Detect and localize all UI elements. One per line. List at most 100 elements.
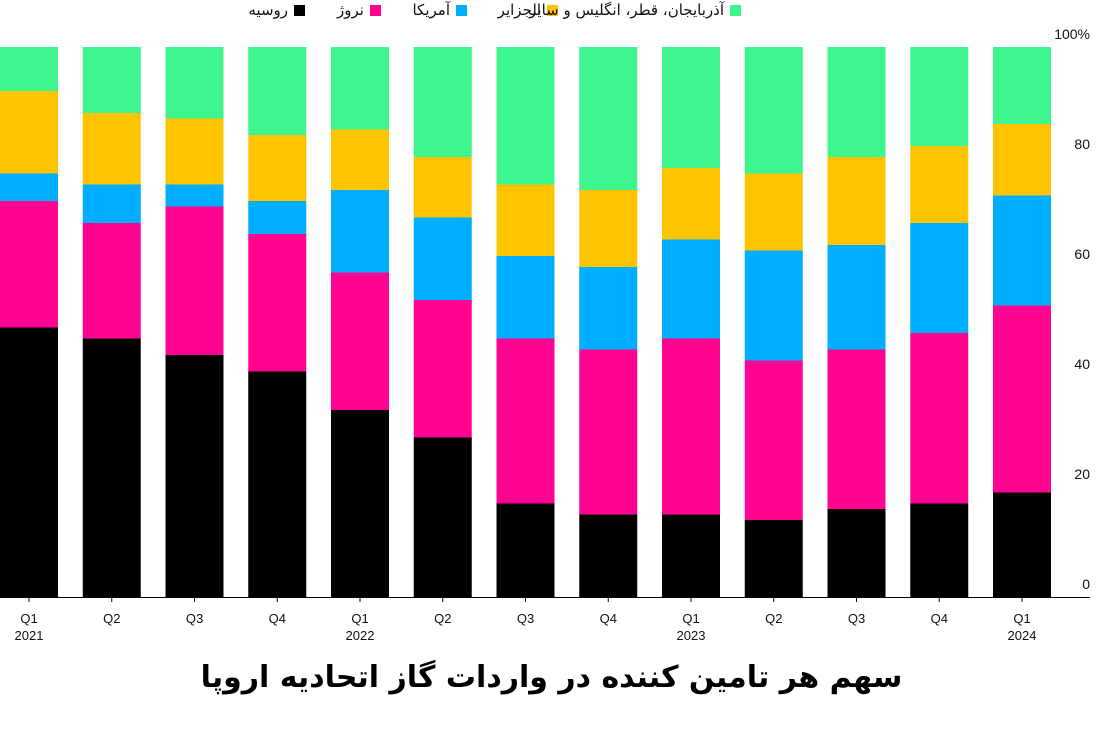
legend-swatch-usa [456,4,467,16]
x-tick-label-year: 2023 [677,628,706,643]
bar-segment [910,47,969,146]
bar-segment [496,184,555,256]
bar-segment [331,410,389,597]
bar-segment [744,250,803,361]
x-tick-label-quarter: Q1 [20,611,37,626]
y-tick-labels-group: 0 20 40 60 80 100% [1054,26,1090,592]
x-tick-label-year: 2021 [15,628,44,643]
bar-segment [496,338,555,504]
legend-label-russia: روسیه [248,1,288,19]
bar-segment [662,239,720,339]
y-tick-label: 40 [1074,356,1090,372]
legend-item-algeria: الجزایر [498,1,558,19]
x-tick-label-quarter: Q2 [765,611,782,626]
bar-segment [413,300,472,438]
bar-segment [0,173,58,201]
bar-segment [827,47,886,157]
x-tick-label-quarter: Q2 [103,611,120,626]
bar-segment [993,492,1051,597]
bar-segment [0,91,58,174]
y-tick-label: 0 [1082,576,1090,592]
bar-segment [413,157,472,218]
bar-segment [248,135,307,201]
bar-segment [744,360,803,520]
y-tick-label: 20 [1074,466,1090,482]
x-tick-label-quarter: Q1 [1013,611,1030,626]
bar-segment [248,234,307,372]
bar-segment [827,349,886,509]
bar-segment [248,47,307,135]
bar-segment [579,47,638,190]
bar-segment [82,223,141,339]
legend-label-algeria: الجزایر [497,1,541,19]
x-tick-label-year: 2024 [1008,628,1037,643]
bar-segment [910,146,969,223]
legend-swatch-others [730,4,741,16]
y-tick-label: 100% [1054,26,1090,42]
bar-segment [744,520,803,597]
bar-segment [910,333,969,504]
bar-segment [993,124,1051,196]
y-tick-label: 80 [1074,136,1090,152]
bar-segment [827,509,886,597]
bar-segment [413,217,472,300]
bar-segment [0,327,58,597]
x-tick-label-quarter: Q1 [351,611,368,626]
bars-group [0,47,1051,597]
legend-swatch-russia [294,4,305,16]
bar-segment [248,201,307,234]
bar-segment [827,157,886,245]
x-tick-label-quarter: Q1 [682,611,699,626]
legend-label-norway: نروژ [337,1,364,19]
bar-segment [910,503,969,597]
bar-segment [910,223,969,333]
bar-segment [413,47,472,157]
legend-item-norway: نروژ [337,1,381,19]
x-tick-label-quarter: Q4 [931,611,948,626]
bar-segment [82,184,141,223]
bar-segment [993,195,1051,306]
bar-segment [331,190,389,273]
bar-segment [413,437,472,597]
bar-segment [579,190,638,267]
y-tick-label: 60 [1074,246,1090,262]
legend-label-others: آذربایجان، قطر، انگلیس و سایر [529,1,724,19]
x-tick-label-quarter: Q3 [517,611,534,626]
bar-segment [496,47,555,185]
legend-swatch-algeria [547,4,558,16]
bar-segment [662,514,720,597]
bar-segment [165,355,224,597]
x-ticks-group [28,597,1023,602]
bar-segment [165,47,224,119]
bar-segment [579,267,638,350]
bar-segment [744,47,803,174]
x-tick-label-year: 2022 [346,628,375,643]
bar-segment [579,514,638,597]
bar-segment [82,113,141,185]
bar-segment [579,349,638,515]
bar-segment [662,47,720,168]
legend-item-usa: آمریکا [412,1,467,19]
bar-segment [165,206,224,355]
x-tick-label-quarter: Q2 [434,611,451,626]
chart-title: سهم هر تامین کننده در واردات گاز اتحادیه… [200,660,903,695]
legend-item-others: آذربایجان، قطر، انگلیس و سایر [529,1,741,19]
legend-item-russia: روسیه [248,1,305,19]
x-tick-labels-group: Q1 2021 Q2 Q3 Q4 Q1 2022 Q2 Q3 Q4 Q1 2023 Q2 Q3 Q4 Q1 20… [15,611,1037,643]
bar-segment [993,305,1051,493]
bar-segment [82,47,141,113]
x-tick-label-quarter: Q3 [186,611,203,626]
bar-segment [827,245,886,350]
bar-segment [993,47,1051,124]
bar-segment [165,118,224,185]
bar-segment [331,47,389,130]
legend: روسیه نروژ آمریکا الجزایر آذربایجان، قطر… [0,1,1103,27]
x-tick-label-quarter: Q4 [269,611,286,626]
bar-segment [0,201,58,328]
bar-segment [165,184,224,207]
legend-swatch-norway [370,4,381,16]
bar-segment [496,503,555,597]
x-tick-label-quarter: Q4 [600,611,617,626]
bar-segment [0,47,58,91]
